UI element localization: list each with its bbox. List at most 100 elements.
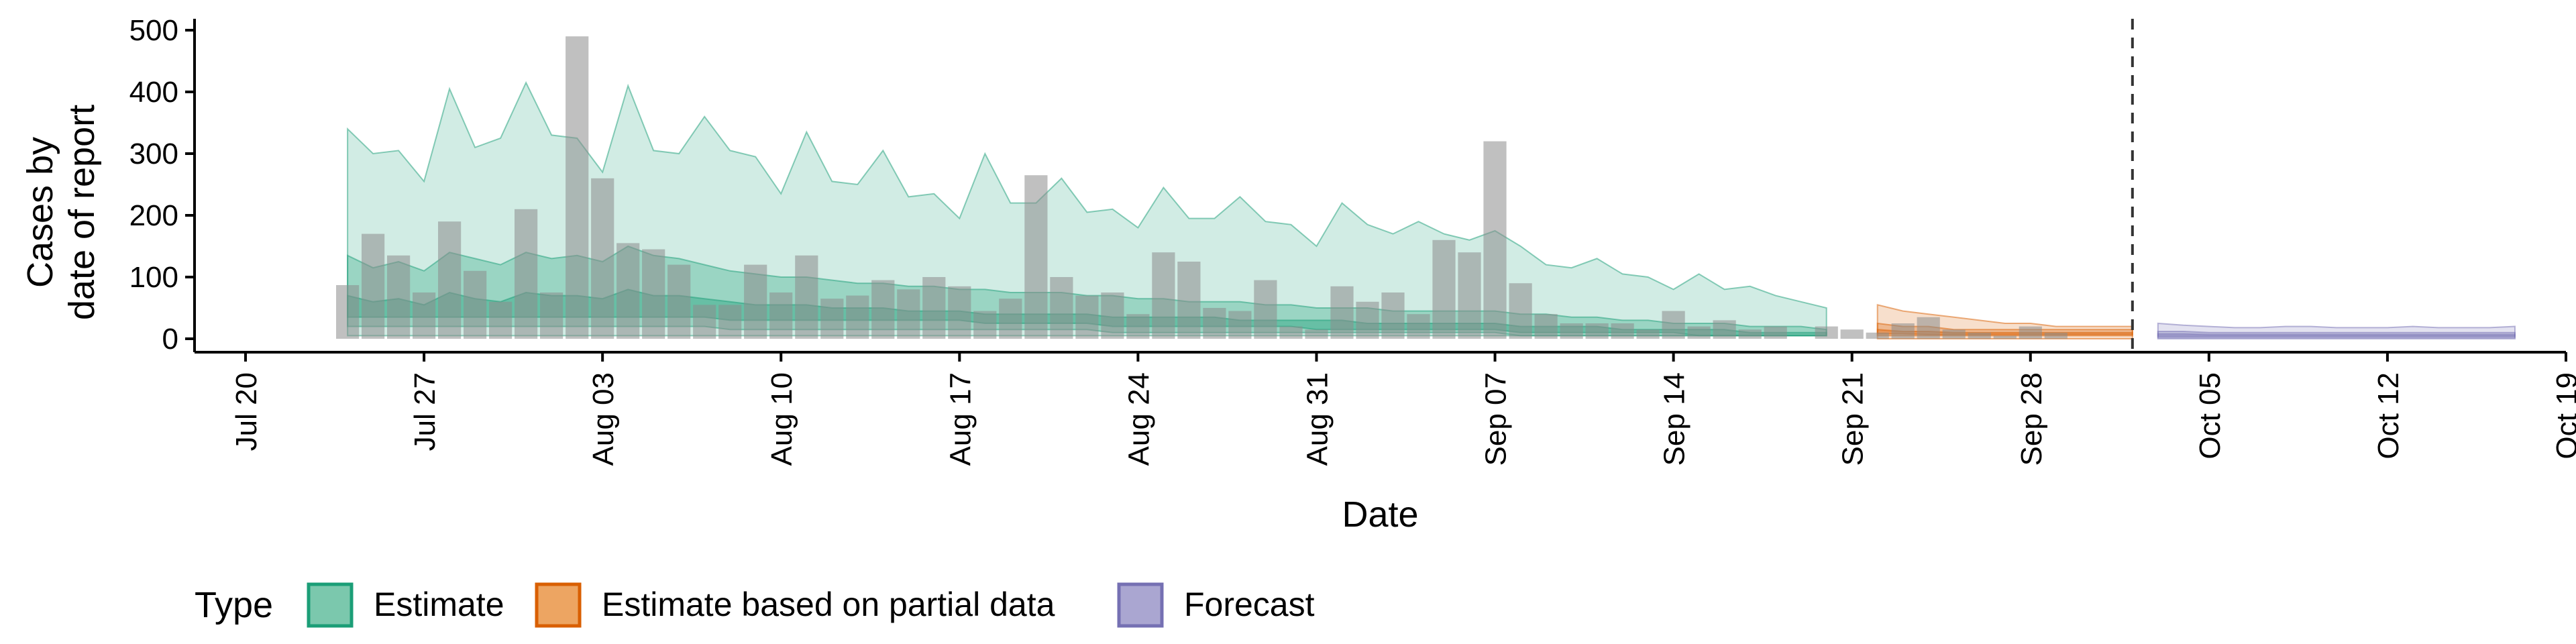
x-tick-label: Oct 05 — [2194, 372, 2226, 460]
x-tick-label: Aug 31 — [1301, 372, 1334, 466]
case-bar — [871, 280, 895, 339]
y-tick-label: 300 — [129, 138, 178, 170]
y-axis-title-line-1: Cases by — [20, 137, 60, 288]
case-bar — [2044, 332, 2068, 339]
case-bar — [693, 305, 716, 339]
x-tick-label: Aug 24 — [1122, 372, 1155, 466]
case-bar — [642, 249, 665, 339]
case-bar — [1942, 329, 1966, 339]
case-bar — [1585, 323, 1609, 339]
case-bar — [464, 270, 487, 339]
case-bar — [1152, 252, 1175, 339]
case-bar — [1407, 314, 1430, 339]
case-bar — [515, 209, 538, 339]
x-tick-label: Oct 19 — [2551, 372, 2576, 460]
x-tick-label: Aug 10 — [765, 372, 798, 466]
y-tick-label: 500 — [129, 14, 178, 47]
legend-label-estimate: Estimate — [374, 586, 504, 623]
legend-swatch-estimate — [307, 582, 354, 628]
x-axis-ticks: Jul 20 Jul 27 Aug 03 Aug 10 Aug 17 Aug 24 Aug … — [230, 352, 2576, 466]
y-tick-label: 0 — [162, 323, 178, 356]
x-tick-label: Sep 14 — [1658, 372, 1691, 466]
case-bar — [566, 36, 589, 339]
case-bar — [1254, 280, 1277, 339]
x-tick-label: Sep 21 — [1837, 372, 1870, 466]
case-bar — [1968, 332, 1991, 339]
case-bar — [1050, 277, 1073, 339]
x-axis-title: Date — [1342, 494, 1418, 535]
case-bar — [1509, 283, 1532, 339]
case-bar — [413, 292, 436, 339]
x-tick-label: Sep 07 — [1480, 372, 1513, 466]
case-bar — [1917, 317, 1940, 339]
case-bar — [1713, 320, 1736, 339]
case-bar — [1279, 326, 1303, 339]
case-bar — [489, 301, 513, 339]
case-bar — [1687, 326, 1711, 339]
case-bar — [1840, 329, 1864, 339]
case-bar — [897, 289, 920, 339]
y-tick-label: 100 — [129, 261, 178, 294]
case-bar — [362, 233, 385, 339]
x-tick-label: Oct 12 — [2372, 372, 2405, 460]
case-bar — [387, 255, 411, 339]
case-bar — [1483, 141, 1507, 339]
case-bar — [1177, 262, 1201, 339]
axes — [193, 19, 2566, 354]
case-bar — [795, 255, 818, 339]
case-bar — [667, 264, 691, 339]
x-tick-label: Aug 03 — [587, 372, 620, 466]
case-bar — [820, 299, 844, 339]
case-bar — [1636, 329, 1660, 339]
case-bar — [999, 299, 1022, 339]
legend-label-forecast: Forecast — [1184, 586, 1315, 623]
legend: Type Estimate Estimate based on partial d… — [195, 582, 1315, 628]
case-bar — [1356, 301, 1379, 339]
case-bar — [718, 305, 742, 339]
case-bar — [948, 286, 971, 339]
case-bar — [336, 285, 360, 339]
case-bar — [1534, 314, 1558, 339]
case-bar — [1815, 326, 1838, 339]
y-tick-label: 200 — [129, 199, 178, 232]
case-bar — [1560, 323, 1583, 339]
case-bar — [438, 221, 462, 339]
x-tick-label: Aug 17 — [944, 372, 977, 466]
case-bar — [1458, 252, 1481, 339]
legend-label-estimate-based-on-partial-data: Estimate based on partial data — [602, 586, 1055, 623]
y-tick-label: 400 — [129, 76, 178, 109]
case-bar — [1993, 335, 2017, 339]
case-bar — [1101, 292, 1124, 339]
case-bar — [1330, 286, 1354, 339]
y-axis-ticks: 0 100 200 300 400 500 — [129, 14, 195, 356]
legend-swatch-estimate-based-on-partial-data — [535, 582, 582, 628]
case-bar — [1866, 332, 1889, 339]
case-bar — [591, 178, 614, 339]
case-bar — [1203, 308, 1226, 339]
reported-case-bars — [336, 36, 2068, 339]
case-bar — [2019, 326, 2042, 339]
y-axis-title-line-2: date of report — [62, 105, 102, 320]
case-bar — [616, 243, 640, 339]
case-bar — [1228, 311, 1252, 339]
case-bar — [1662, 311, 1685, 339]
case-bar — [1764, 326, 1787, 339]
case-bar — [973, 311, 997, 339]
case-bar — [1738, 329, 1762, 339]
case-bar — [769, 292, 793, 339]
case-bar — [1024, 175, 1048, 339]
band-forecast-core — [2157, 333, 2516, 337]
x-tick-label: Jul 20 — [230, 372, 263, 451]
case-bar — [744, 264, 767, 339]
case-bar — [1432, 239, 1456, 339]
case-bar — [922, 277, 946, 339]
case-bar — [846, 295, 869, 339]
case-bar — [1075, 295, 1099, 339]
case-bar — [1891, 323, 1915, 339]
x-tick-label: Jul 27 — [409, 372, 441, 451]
x-tick-label: Sep 28 — [2015, 372, 2048, 466]
case-bar — [540, 292, 564, 339]
case-bar — [1126, 314, 1150, 339]
case-bar — [1611, 323, 1634, 339]
